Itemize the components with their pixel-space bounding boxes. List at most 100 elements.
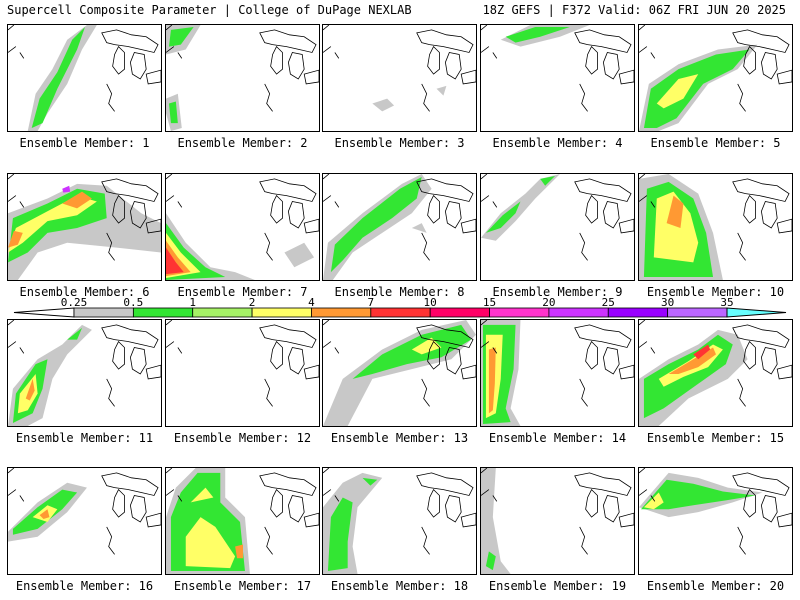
member-caption: Ensemble Member: 11 xyxy=(15,431,154,445)
map-panel-member-12 xyxy=(165,319,320,427)
map-panel-member-6 xyxy=(7,173,162,281)
great-lakes-outline xyxy=(416,324,476,380)
map-panel-member-8 xyxy=(322,173,477,281)
colorbar-tick-label: 20 xyxy=(542,296,556,309)
colorbar-segment xyxy=(192,307,253,318)
map-panel-member-14 xyxy=(480,319,635,427)
great-lakes-outline xyxy=(101,472,161,528)
great-lakes-outline xyxy=(732,29,792,85)
map-panel-member-9 xyxy=(480,173,635,281)
map-panel-member-11 xyxy=(7,319,162,427)
scp-contour xyxy=(485,551,496,571)
map-panel-member-10 xyxy=(638,173,793,281)
map-panel-member-20 xyxy=(638,467,793,575)
state-border xyxy=(323,174,430,261)
map-panel-member-1 xyxy=(7,24,162,132)
map-svg xyxy=(323,25,476,112)
colorbar-segment xyxy=(73,307,134,318)
scp-contour xyxy=(327,477,378,572)
map-panel-member-3 xyxy=(322,24,477,132)
colorbar-segment xyxy=(251,307,312,318)
scp-contour xyxy=(31,26,85,129)
member-caption: Ensemble Member: 3 xyxy=(334,136,465,150)
scp-contour xyxy=(640,479,756,510)
map-svg xyxy=(639,320,792,426)
colorbar-tick-label: 10 xyxy=(423,296,437,309)
great-lakes-outline xyxy=(574,178,634,234)
state-border xyxy=(166,25,273,112)
scp-contour xyxy=(8,195,97,253)
map-svg xyxy=(323,468,476,574)
scp-contour xyxy=(166,247,184,275)
map-panel-member-5 xyxy=(638,24,793,132)
great-lakes-outline xyxy=(259,29,319,85)
map-panel-member-15 xyxy=(638,319,793,427)
colorbar-tick-label: 15 xyxy=(482,296,497,309)
colorbar-right-arrow xyxy=(726,307,787,318)
map-svg xyxy=(323,174,476,280)
state-border xyxy=(481,25,588,112)
state-border xyxy=(481,320,588,407)
great-lakes-outline xyxy=(259,472,319,528)
member-caption: Ensemble Member: 15 xyxy=(646,431,785,445)
colorbar-segment xyxy=(667,307,728,318)
state-border xyxy=(639,320,746,407)
map-svg xyxy=(8,468,161,555)
colorbar-left-arrow xyxy=(13,307,75,318)
great-lakes-outline xyxy=(732,178,792,234)
colorbar-tick-label: 25 xyxy=(601,296,615,309)
map-svg xyxy=(481,468,634,574)
great-lakes-outline xyxy=(732,472,792,528)
colorbar-segment xyxy=(132,307,194,318)
scp-contour xyxy=(330,176,422,273)
map-svg xyxy=(639,174,792,280)
scp-contour xyxy=(656,74,699,109)
state-border xyxy=(639,468,746,555)
map-svg xyxy=(8,174,161,280)
member-caption: Ensemble Member: 1 xyxy=(19,136,150,150)
member-caption: Ensemble Member: 9 xyxy=(492,285,623,299)
state-border xyxy=(481,468,588,555)
scp-contour xyxy=(488,347,496,414)
state-border xyxy=(8,174,115,261)
state-border xyxy=(639,174,746,261)
member-caption: Ensemble Member: 13 xyxy=(330,431,469,445)
colorbar-tick-label: 7 xyxy=(367,296,375,309)
colorbar-tick-label: 0.5 xyxy=(123,296,144,309)
scp-contour xyxy=(39,509,50,520)
member-caption: Ensemble Member: 10 xyxy=(646,285,785,299)
colorbar-segment xyxy=(489,307,550,318)
map-svg xyxy=(166,320,319,407)
map-panel-member-13 xyxy=(322,319,477,427)
map-svg xyxy=(8,25,161,131)
great-lakes-outline xyxy=(101,29,161,85)
great-lakes-outline xyxy=(101,324,161,380)
state-border xyxy=(481,174,588,261)
scp-contour xyxy=(62,185,71,193)
colorbar-tick-label: 2 xyxy=(248,296,256,309)
scp-contour xyxy=(643,492,664,510)
scp-contour xyxy=(352,324,472,379)
state-border xyxy=(8,25,115,112)
state-border xyxy=(323,320,430,407)
member-caption: Ensemble Member: 20 xyxy=(646,579,785,593)
member-caption: Ensemble Member: 18 xyxy=(330,579,469,593)
map-panel-member-4 xyxy=(480,24,635,132)
scp-contour xyxy=(666,195,684,228)
scp-contour xyxy=(643,49,750,129)
colorbar-segment xyxy=(311,307,372,318)
member-caption: Ensemble Member: 7 xyxy=(177,285,308,299)
scp-contour xyxy=(8,191,92,248)
state-border xyxy=(323,468,430,555)
map-svg xyxy=(639,25,792,131)
scp-contour xyxy=(372,85,447,112)
colorbar-tick-label: 35 xyxy=(720,296,734,309)
valid-time: 18Z GEFS | F372 Valid: 06Z FRI JUN 20 20… xyxy=(482,3,786,17)
chart-title: Supercell Composite Parameter | College … xyxy=(7,3,412,17)
member-caption: Ensemble Member: 6 xyxy=(19,285,150,299)
state-border xyxy=(166,174,273,261)
state-border xyxy=(166,468,273,555)
map-svg xyxy=(166,468,319,574)
member-caption: Ensemble Member: 8 xyxy=(334,285,465,299)
member-caption: Ensemble Member: 17 xyxy=(173,579,312,593)
